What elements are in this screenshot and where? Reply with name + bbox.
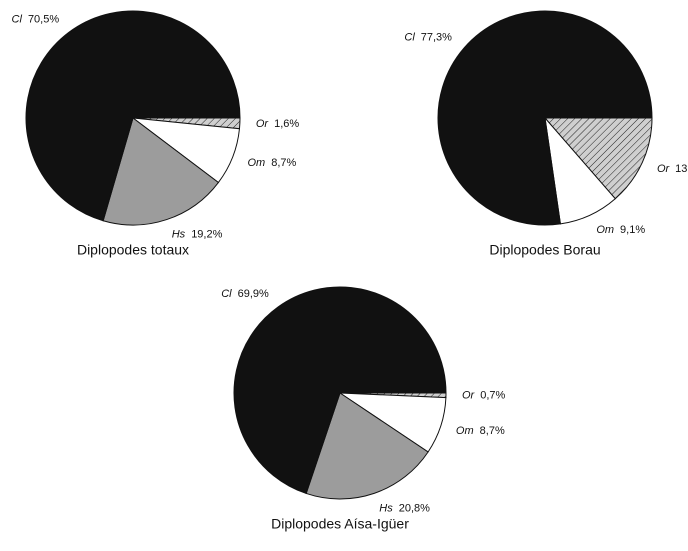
value-label: 0,7% xyxy=(480,390,505,402)
category-label: Hs xyxy=(172,229,186,241)
slice-hatch xyxy=(545,118,652,199)
value-label: 20,8% xyxy=(399,502,430,514)
slice-label: Hs 20,8% xyxy=(379,502,430,514)
slice-label: Om 8,7% xyxy=(248,157,297,169)
category-label: Or xyxy=(256,118,270,130)
value-label: 9,1% xyxy=(620,224,645,236)
chart-title: Diplopodes totaux xyxy=(77,242,189,258)
value-label: 8,7% xyxy=(480,425,505,437)
chart-title: Diplopodes Aísa-Igüer xyxy=(271,516,409,532)
slice-label: Or 13,6% xyxy=(657,163,688,175)
chart-title: Diplopodes Borau xyxy=(489,242,600,258)
category-label: Om xyxy=(456,425,474,437)
value-label: 70,5% xyxy=(28,14,59,26)
category-label: Cl xyxy=(12,14,23,26)
value-label: 19,2% xyxy=(191,229,222,241)
slice-label: Hs 19,2% xyxy=(172,229,223,241)
category-label: Or xyxy=(462,390,476,402)
category-label: Hs xyxy=(379,502,393,514)
value-label: 8,7% xyxy=(271,157,296,169)
pie-slice xyxy=(437,10,653,226)
pie-slice xyxy=(233,286,447,495)
slice-label: Or 0,7% xyxy=(462,390,506,402)
slice-label: Cl 69,9% xyxy=(221,288,269,300)
pie-slice xyxy=(102,117,220,226)
category-label: Om xyxy=(596,224,614,236)
slice-label: Om 9,1% xyxy=(596,224,645,236)
value-label: 1,6% xyxy=(274,118,299,130)
slice-label: Cl 70,5% xyxy=(12,14,60,26)
slice-label: Cl 77,3% xyxy=(404,31,452,43)
slice-label: Or 1,6% xyxy=(256,118,300,130)
value-label: 69,9% xyxy=(238,288,269,300)
category-label: Or xyxy=(657,163,671,175)
value-label: 77,3% xyxy=(421,31,452,43)
slice-label: Om 8,7% xyxy=(456,425,505,437)
pie-slice xyxy=(25,10,241,222)
category-label: Cl xyxy=(404,31,415,43)
category-label: Om xyxy=(248,157,266,169)
category-label: Cl xyxy=(221,288,232,300)
pie-slice xyxy=(305,392,429,500)
value-label: 13,6% xyxy=(675,163,688,175)
